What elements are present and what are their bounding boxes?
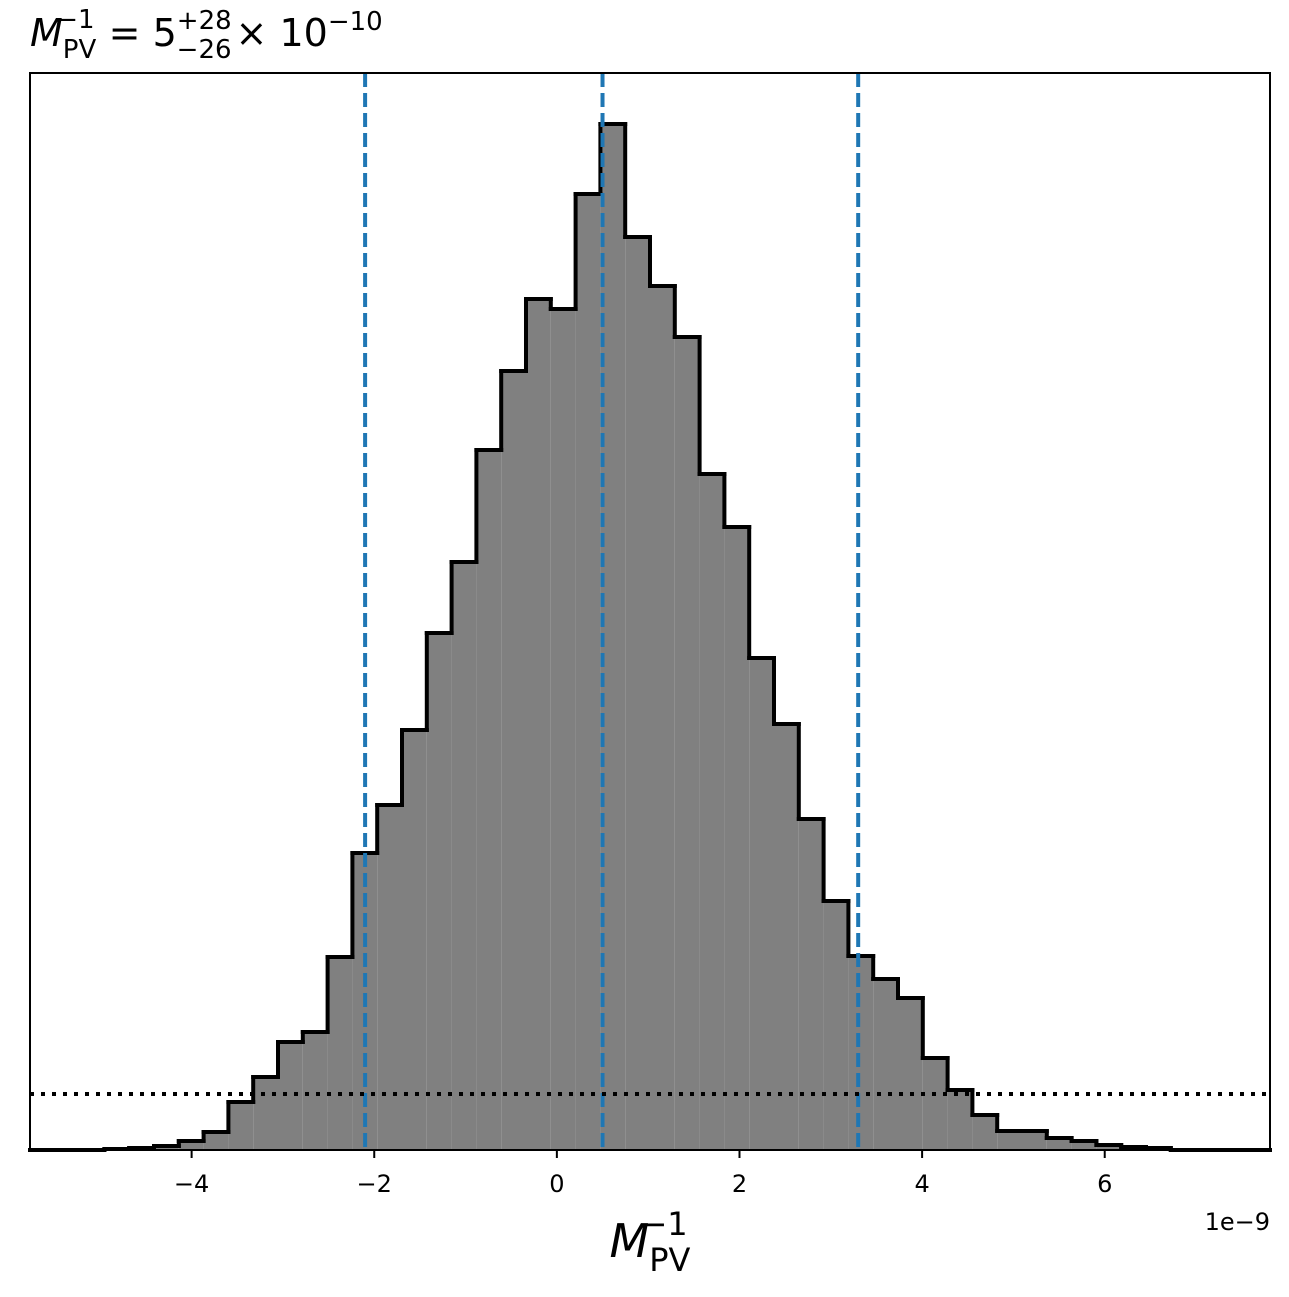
histogram-bar bbox=[1022, 1131, 1047, 1150]
xlabel-sup: −1 bbox=[640, 1205, 687, 1243]
histogram-bar bbox=[997, 1131, 1022, 1150]
histogram-bar bbox=[774, 724, 799, 1150]
xlabel-sub: PV bbox=[649, 1241, 690, 1279]
histogram-bar bbox=[699, 474, 725, 1150]
histogram-bar bbox=[476, 450, 502, 1150]
x-axis-label: MPV−1 bbox=[610, 1205, 691, 1279]
title-times: × 10 bbox=[236, 11, 328, 55]
title-symbol: M bbox=[30, 11, 63, 55]
histogram-bar bbox=[947, 1090, 973, 1150]
histogram-bar bbox=[526, 299, 551, 1150]
histogram-bar bbox=[302, 1032, 328, 1150]
x-tick-label: 0 bbox=[549, 1170, 564, 1198]
chart-title: MPV−1 = 5+28 −26 × 10−10 bbox=[30, 5, 383, 65]
histogram-bar bbox=[823, 901, 849, 1150]
histogram-bar bbox=[1071, 1141, 1097, 1150]
x-tick-label: 2 bbox=[732, 1170, 747, 1198]
title-minus: −26 bbox=[177, 35, 232, 65]
histogram-bar bbox=[228, 1102, 254, 1150]
histogram-bar bbox=[1096, 1145, 1122, 1150]
histogram-bar bbox=[178, 1141, 204, 1150]
title-sup: −1 bbox=[56, 5, 94, 35]
x-tick-label: 6 bbox=[1097, 1170, 1112, 1198]
title-plus: +28 bbox=[177, 6, 232, 36]
histogram-bar bbox=[402, 730, 427, 1150]
plot-frame bbox=[29, 72, 1271, 1151]
histogram-bar bbox=[848, 956, 874, 1150]
histogram-bar bbox=[625, 237, 650, 1150]
x-tick-label: 4 bbox=[914, 1170, 929, 1198]
histogram-bar bbox=[451, 562, 477, 1150]
histogram-bar bbox=[600, 124, 626, 1150]
histogram-bar bbox=[922, 1058, 948, 1150]
histogram-bar bbox=[426, 633, 452, 1150]
x-offset-label: 1e−9 bbox=[1205, 1208, 1270, 1236]
histogram-bar bbox=[501, 371, 526, 1150]
histogram-bar bbox=[377, 805, 402, 1150]
histogram-bar bbox=[203, 1132, 229, 1150]
histogram-bar bbox=[674, 337, 700, 1150]
histogram-bar bbox=[798, 819, 824, 1150]
x-tick-label: −4 bbox=[174, 1170, 209, 1198]
histogram-bar bbox=[327, 957, 353, 1150]
histogram-bar bbox=[1046, 1138, 1072, 1150]
histogram-bar bbox=[550, 309, 576, 1150]
title-exp: −10 bbox=[328, 7, 383, 37]
histogram-bar bbox=[253, 1077, 278, 1150]
histogram-bar bbox=[898, 998, 923, 1150]
histogram-bar bbox=[575, 194, 601, 1150]
histogram-bar bbox=[278, 1042, 303, 1150]
histogram-bar bbox=[650, 286, 675, 1150]
histogram-bar bbox=[724, 527, 750, 1150]
xlabel-symbol: M bbox=[610, 1214, 650, 1268]
histogram-bar bbox=[873, 979, 898, 1150]
histogram-bar bbox=[749, 658, 774, 1150]
title-eq: = 5 bbox=[97, 11, 177, 55]
title-sub: PV bbox=[63, 35, 97, 65]
histogram-bar bbox=[972, 1115, 998, 1150]
x-tick-label: −2 bbox=[357, 1170, 392, 1198]
